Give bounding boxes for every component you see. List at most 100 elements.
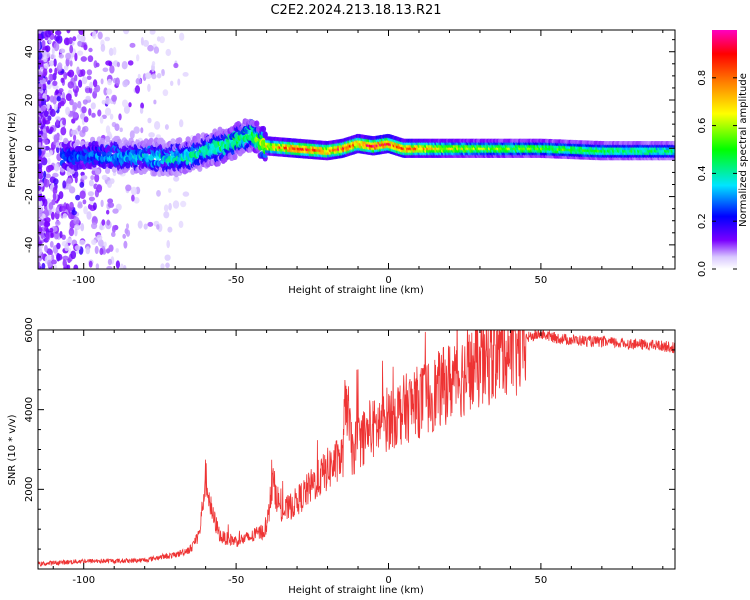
spectrogram-noise-blob xyxy=(38,261,41,269)
spectrogram-noise-blob xyxy=(151,73,157,80)
spectrogram-noise-blob xyxy=(120,263,124,269)
spectrogram-noise-blob xyxy=(159,36,165,44)
spectrogram-noise-blob xyxy=(160,263,165,269)
spectrogram-noise-blob xyxy=(38,33,42,41)
spectrogram-ridge-cell xyxy=(232,153,238,160)
spectrogram-noise-blob xyxy=(72,36,77,42)
spectrogram-noise-blob xyxy=(56,96,61,102)
spectrogram-noise-blob xyxy=(47,115,52,121)
y-tick-label: 6000 xyxy=(24,317,35,342)
spectrogram-noise-blob xyxy=(88,108,92,116)
spectrogram-noise-blob xyxy=(80,56,88,62)
spectrogram-noise-blob xyxy=(131,194,135,202)
y-tick-label: 40 xyxy=(24,45,35,58)
spectrogram-noise-blob xyxy=(43,170,47,179)
spectrogram-noise-blob xyxy=(39,182,44,188)
spectrogram-noise-blob xyxy=(94,173,100,183)
spectrogram-noise-blob xyxy=(99,247,104,256)
spectrogram-noise-blob xyxy=(38,83,44,92)
spectrogram-noise-blob xyxy=(74,228,78,237)
snr-y-ticks: 2000 4000 6000 xyxy=(24,317,675,550)
spectrogram-noise-blob xyxy=(130,186,137,196)
spectrogram-noise-blob xyxy=(82,99,88,105)
spectrogram-noise-blob xyxy=(104,107,112,116)
spectrogram-noise-blob xyxy=(106,209,110,215)
spectrogram-noise-blob xyxy=(73,134,77,142)
spectrogram-noise-blob xyxy=(179,32,185,41)
spectrogram-noise-blob xyxy=(100,43,106,52)
spectrogram-ridge-cell xyxy=(262,131,268,138)
spectrogram-noise-blob xyxy=(102,67,109,73)
x-tick-label: -100 xyxy=(72,275,95,286)
spectrogram-noise-blob xyxy=(59,231,63,239)
spectrogram-noise-blob xyxy=(95,263,100,269)
spectrogram-noise-blob xyxy=(83,44,88,51)
spectrogram-noise-blob xyxy=(101,99,107,105)
spectrogram-x-axis-label: Height of straight line (km) xyxy=(288,285,424,296)
spectrogram-noise-blob xyxy=(109,178,115,185)
spectrogram-noise-blob xyxy=(49,227,54,233)
spectrogram-noise-blob xyxy=(86,69,93,76)
spectrogram-noise-blob xyxy=(133,197,140,204)
spectrogram-noise-blob xyxy=(99,116,104,124)
spectrogram-noise-blob xyxy=(38,51,43,60)
spectrogram-noise-blob xyxy=(51,211,55,220)
spectrogram-noise-blob xyxy=(88,196,95,202)
spectrogram-noise-blob xyxy=(61,234,66,240)
spectrogram-noise-blob xyxy=(85,246,91,255)
spectrogram-noise-blob xyxy=(83,206,88,215)
spectrogram-noise-blob xyxy=(87,191,94,197)
spectrogram-noise-blob xyxy=(44,217,51,223)
spectrogram-noise-blob xyxy=(69,45,74,54)
spectrogram-noise-blob xyxy=(50,54,56,59)
spectrogram-noise-blob xyxy=(77,40,82,47)
spectrogram-noise-blob xyxy=(57,102,62,109)
spectrogram-noise-blob xyxy=(67,81,75,89)
spectrogram-frame xyxy=(37,29,676,270)
spectrogram-noise-blob xyxy=(42,117,46,125)
spectrogram-noise-blob xyxy=(123,105,130,114)
spectrogram-noise-blob xyxy=(173,175,180,182)
spectrogram-noise-blob xyxy=(77,201,83,207)
spectrogram-noise-blob xyxy=(38,185,42,191)
spectrogram-noise-blob xyxy=(88,47,93,53)
spectrogram-noise-blob xyxy=(66,71,72,77)
spectrogram-noise-blob xyxy=(86,211,92,220)
spectrogram-noise-blob xyxy=(140,127,144,134)
spectrogram-noise-blob xyxy=(62,213,68,219)
spectrogram-ridge-cell xyxy=(672,141,675,146)
spectrogram-noise-blob xyxy=(145,72,152,79)
x-tick-label: 0 xyxy=(385,275,391,286)
spectrogram-ridge-cell xyxy=(260,125,267,133)
spectrogram-noise-blob xyxy=(156,72,162,79)
spectrogram-ridge-cell xyxy=(105,167,111,174)
spectrogram-noise-blob xyxy=(139,107,144,114)
spectrogram-noise-blob xyxy=(116,61,120,68)
spectrogram-noise-blob xyxy=(68,227,75,237)
spectrogram-noise-blob xyxy=(44,244,48,253)
spectrogram-noise-blob xyxy=(49,249,53,256)
spectrogram-ridge-cell xyxy=(101,162,107,170)
spectrogram-noise-blob xyxy=(135,77,142,85)
spectrogram-noise-blob xyxy=(38,209,43,218)
spectrogram-noise-blob xyxy=(65,106,71,116)
spectrogram-noise-blob xyxy=(42,68,48,77)
spectrogram-noise-blob xyxy=(163,211,170,219)
colorbar-tick-label: 0.8 xyxy=(697,70,708,86)
spectrogram-noise-blob xyxy=(62,180,67,189)
spectrogram-noise-blob xyxy=(44,224,49,232)
spectrogram-noise-blob xyxy=(69,201,74,211)
y-tick-label: -40 xyxy=(24,237,35,253)
spectrogram-noise-blob xyxy=(149,30,156,35)
spectrogram-noise-blob xyxy=(82,199,87,205)
spectrogram-noise-blob xyxy=(43,178,48,186)
spectrogram-noise-blob xyxy=(177,78,181,86)
spectrogram-noise-blob xyxy=(92,79,98,88)
spectrogram-noise-blob xyxy=(58,191,64,200)
spectrogram-noise-blob xyxy=(93,86,98,94)
spectrogram-noise-blob xyxy=(147,117,152,124)
spectrogram-noise-blob xyxy=(78,79,83,88)
spectrogram-noise-blob xyxy=(74,175,78,184)
spectrogram-ridge-cell xyxy=(185,136,191,143)
spectrogram-noise-blob xyxy=(49,126,54,132)
